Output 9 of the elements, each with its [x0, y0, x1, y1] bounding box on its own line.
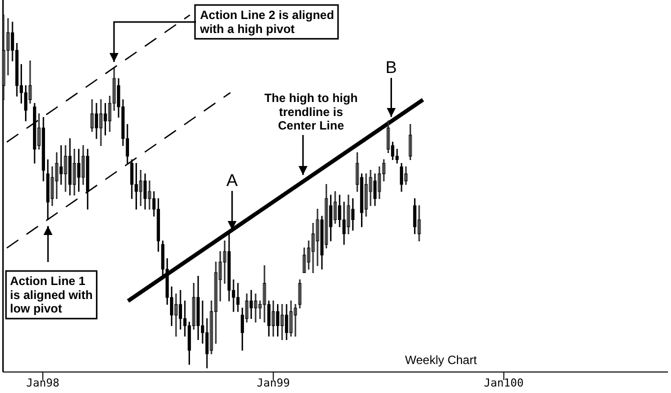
annotation: Weekly Chart — [405, 353, 478, 367]
x-tick-label: Jan98 — [26, 376, 60, 390]
annotation: The high to high trendline is Center Line — [264, 91, 358, 133]
annotation: B — [386, 58, 397, 77]
x-tick-label: Jan100 — [484, 376, 524, 390]
annotation: Action Line 2 is aligned with a high pivot — [199, 8, 334, 36]
annotation: Action Line 1 is aligned with low pivot — [10, 274, 93, 316]
x-tick-label: Jan99 — [256, 376, 290, 390]
annotation: A — [226, 170, 238, 190]
